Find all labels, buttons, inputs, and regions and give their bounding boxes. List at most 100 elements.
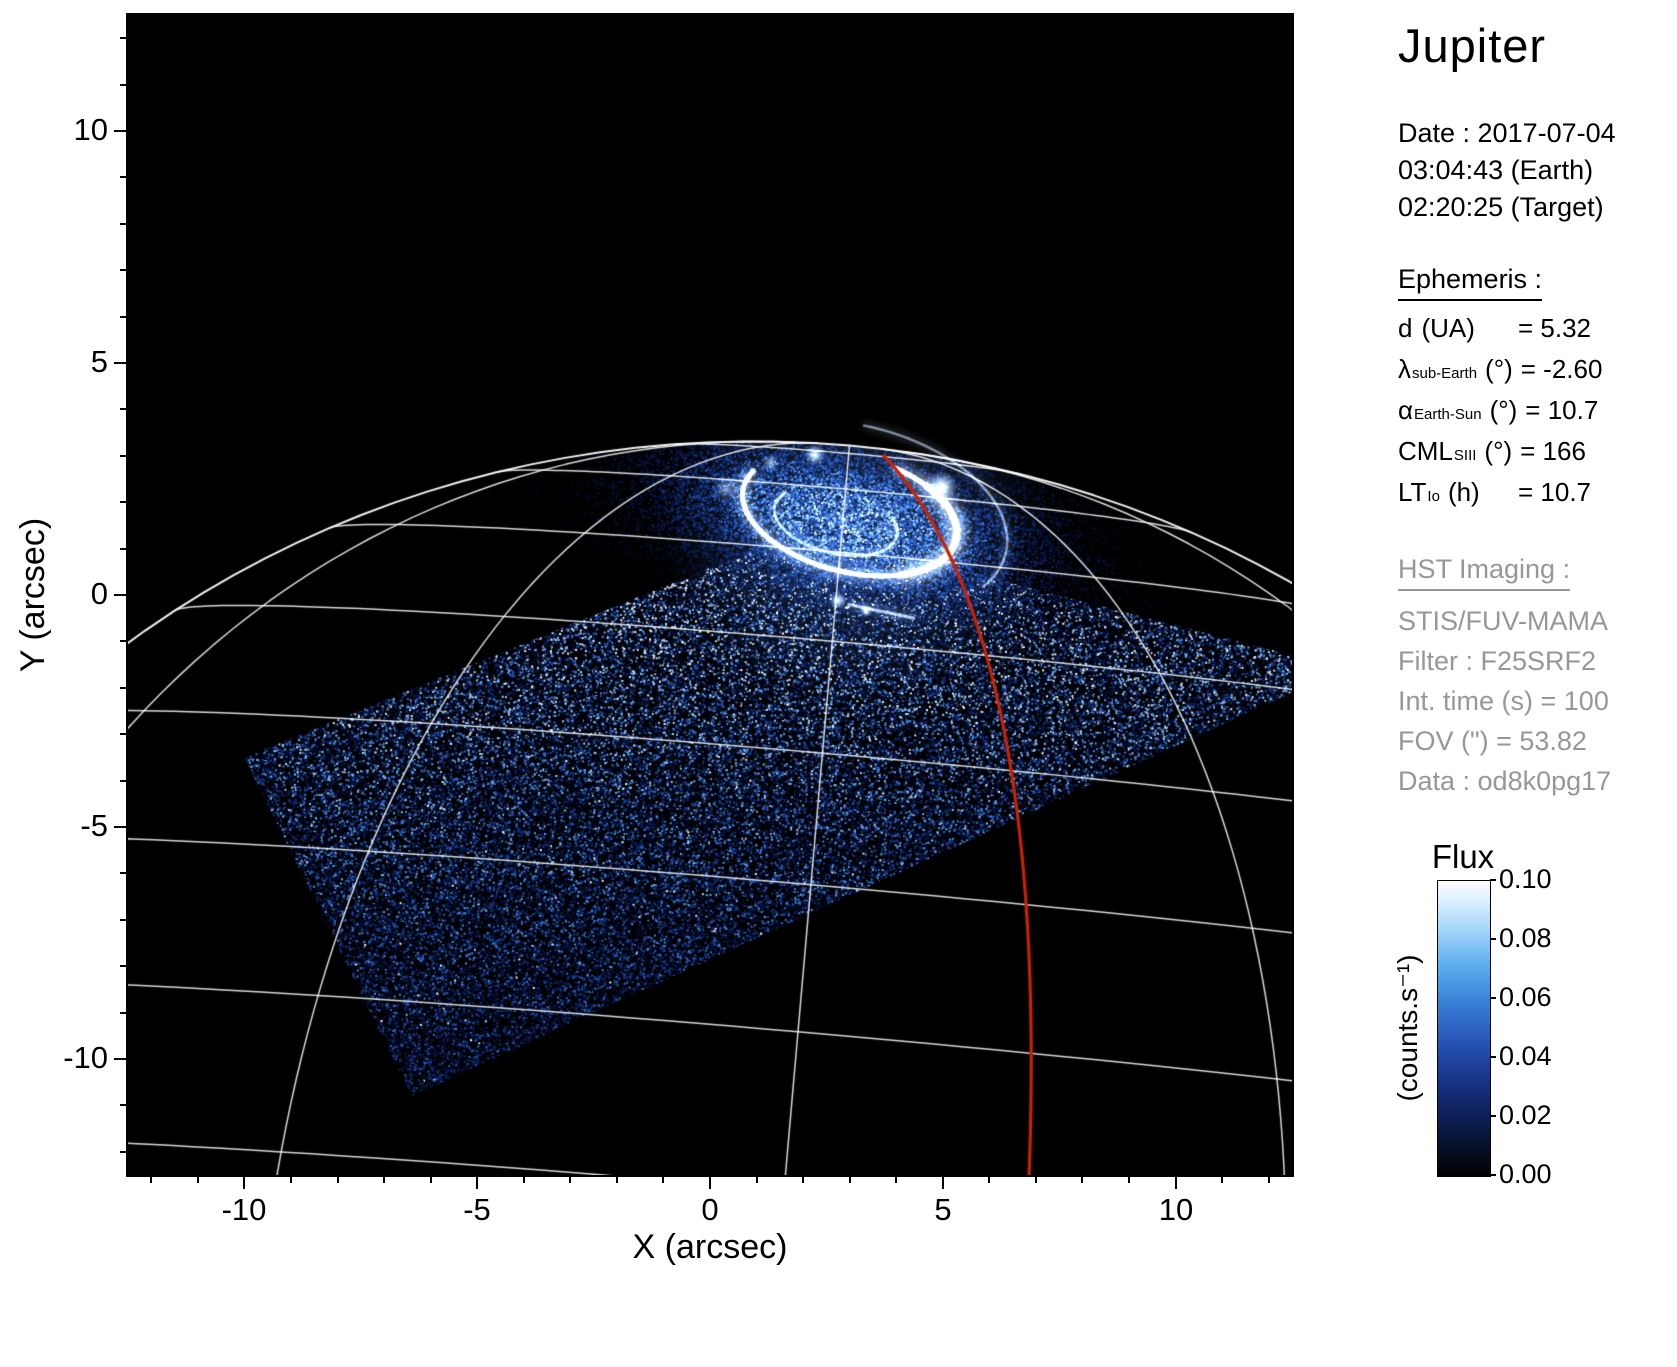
axis-tick — [569, 1177, 571, 1183]
axis-tick — [802, 1177, 804, 1183]
ephemeris-value: = 5.32 — [1518, 313, 1591, 344]
axis-tick — [120, 176, 126, 178]
ephemeris-row-subearth-lat: λ sub-Earth (°) = -2.60 — [1398, 354, 1674, 395]
ephemeris-block: Ephemeris : d (UA) = 5.32 λ sub-Earth (°) =… — [1398, 264, 1674, 518]
axis-tick — [120, 223, 126, 225]
hst-filter: Filter : F25SRF2 — [1398, 641, 1674, 681]
axis-tick — [1081, 1177, 1083, 1183]
ephemeris-row-io-localtime: LT Io (h) = 10.7 — [1398, 477, 1674, 518]
observation-datetime: Date : 2017-07-04 03:04:43 (Earth) 02:20… — [1398, 115, 1674, 226]
axis-tick — [120, 408, 126, 410]
hst-instrument: STIS/FUV-MAMA — [1398, 601, 1674, 641]
axis-tick — [114, 130, 126, 132]
colorbar-gradient — [1437, 880, 1491, 1177]
earth-time: 03:04:43 (Earth) — [1398, 152, 1674, 189]
axis-tick — [120, 919, 126, 921]
ephemeris-value: = 166 — [1520, 436, 1586, 467]
axis-tick — [114, 594, 126, 596]
ephemeris-unit: (h) — [1448, 477, 1480, 508]
axis-tick — [383, 1177, 385, 1183]
ephemeris-value: = 10.7 — [1525, 395, 1598, 426]
y-tick-label: 5 — [28, 344, 108, 380]
target-time: 02:20:25 (Target) — [1398, 189, 1674, 226]
axis-tick — [120, 965, 126, 967]
x-tick-label: 0 — [665, 1192, 755, 1228]
axis-tick — [290, 1177, 292, 1183]
axis-tick — [120, 84, 126, 86]
sky-image-canvas — [128, 15, 1292, 1175]
axis-tick — [756, 1177, 758, 1183]
axis-tick — [114, 826, 126, 828]
axis-tick — [120, 640, 126, 642]
ephemeris-unit: (°) — [1484, 436, 1512, 467]
axis-tick — [895, 1177, 897, 1183]
x-tick-label: -10 — [199, 1192, 289, 1228]
ephemeris-subscript: sub-Earth — [1412, 365, 1477, 382]
axis-tick — [1128, 1177, 1130, 1183]
y-tick-label: -5 — [28, 808, 108, 844]
colorbar-tick-label: 0.06 — [1499, 982, 1589, 1013]
axis-tick — [523, 1177, 525, 1183]
axis-tick — [120, 1104, 126, 1106]
colorbar-tick-label: 0.02 — [1499, 1100, 1589, 1131]
colorbar-tick-label: 0.04 — [1499, 1041, 1589, 1072]
axis-tick — [1268, 1177, 1270, 1183]
colorbar-tick-label: 0.10 — [1499, 864, 1589, 895]
hst-data-id: Data : od8k0pg17 — [1398, 761, 1674, 801]
x-tick-label: -5 — [432, 1192, 522, 1228]
axis-tick — [114, 362, 126, 364]
plot-area — [126, 13, 1294, 1177]
x-tick-label: 5 — [898, 1192, 988, 1228]
axis-tick — [1035, 1177, 1037, 1183]
date-line: Date : 2017-07-04 — [1398, 115, 1674, 152]
axis-tick — [662, 1177, 664, 1183]
axis-tick — [616, 1177, 618, 1183]
y-tick-label: -10 — [28, 1040, 108, 1076]
ephemeris-value: = -2.60 — [1521, 354, 1603, 385]
axis-tick — [120, 780, 126, 782]
hst-int-time: Int. time (s) = 100 — [1398, 681, 1674, 721]
colorbar-tick-label: 0.08 — [1499, 923, 1589, 954]
axis-tick — [120, 501, 126, 503]
ephemeris-symbol: α — [1398, 395, 1413, 426]
ephemeris-value: = 10.7 — [1518, 477, 1591, 508]
ephemeris-row-cml: CML SIII (°) = 166 — [1398, 436, 1674, 477]
ephemeris-heading: Ephemeris : — [1398, 264, 1542, 301]
ephemeris-unit: (°) — [1485, 354, 1513, 385]
axis-tick — [988, 1177, 990, 1183]
ephemeris-subscript: Earth-Sun — [1414, 406, 1482, 423]
axis-tick — [120, 316, 126, 318]
figure-title: Jupiter — [1398, 18, 1674, 73]
y-tick-label: 10 — [28, 112, 108, 148]
colorbar: Flux 0.10 0.08 0.06 0.04 0.02 0.00 (coun… — [1395, 838, 1677, 1258]
ephemeris-row-distance: d (UA) = 5.32 — [1398, 313, 1674, 354]
x-tick-label: 10 — [1131, 1192, 1221, 1228]
ephemeris-symbol: d — [1398, 313, 1412, 344]
axis-tick — [120, 269, 126, 271]
ephemeris-row-phase-angle: α Earth-Sun (°) = 10.7 — [1398, 395, 1674, 436]
axis-tick — [120, 548, 126, 550]
colorbar-tick-label: 0.00 — [1499, 1159, 1589, 1190]
axis-tick — [430, 1177, 432, 1183]
axis-tick — [150, 1177, 152, 1183]
y-axis-label: Y (arcsec) — [14, 447, 58, 743]
axis-tick — [243, 1177, 245, 1189]
axis-tick — [476, 1177, 478, 1189]
hst-heading: HST Imaging : — [1398, 554, 1570, 591]
ephemeris-symbol: CML — [1398, 436, 1453, 467]
colorbar-unit: (counts.s⁻¹) — [1391, 880, 1431, 1176]
axis-tick — [709, 1177, 711, 1189]
ephemeris-symbol: LT — [1398, 477, 1426, 508]
axis-tick — [197, 1177, 199, 1183]
axis-tick — [120, 37, 126, 39]
axis-tick — [1175, 1177, 1177, 1189]
axis-tick — [942, 1177, 944, 1189]
axis-tick — [120, 1151, 126, 1153]
axis-tick — [120, 687, 126, 689]
hst-fov: FOV (") = 53.82 — [1398, 721, 1674, 761]
axis-tick — [120, 455, 126, 457]
ephemeris-subscript: Io — [1427, 488, 1440, 505]
axis-tick — [1221, 1177, 1223, 1183]
axis-tick — [120, 733, 126, 735]
axis-tick — [114, 1058, 126, 1060]
